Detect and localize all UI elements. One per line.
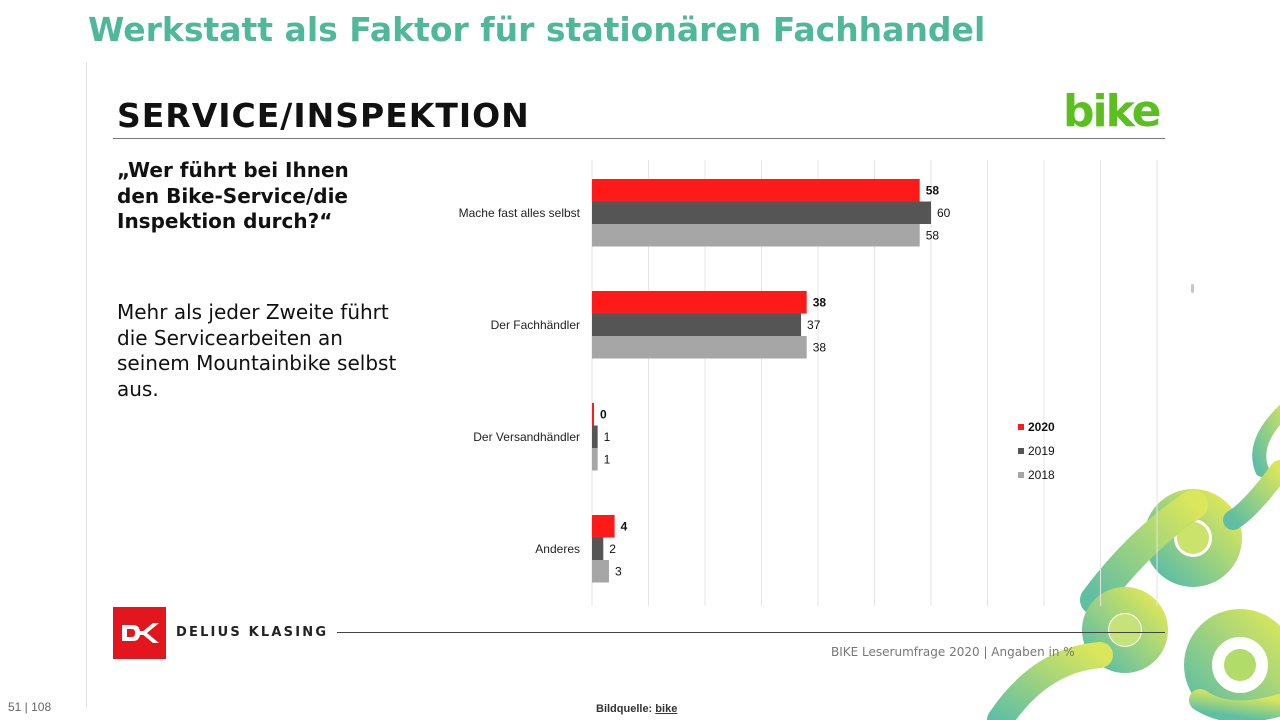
- legend-label: 2019: [1028, 444, 1055, 458]
- legend-swatch: [1018, 448, 1024, 454]
- section-title: SERVICE/INSPEKTION: [117, 96, 530, 135]
- bar-2020: [592, 291, 807, 314]
- source-note: BIKE Leserumfrage 2020 | Angaben in %: [831, 645, 1075, 659]
- data-label: 58: [926, 228, 940, 242]
- data-label: 2: [609, 542, 616, 556]
- bar-2020: [592, 179, 920, 202]
- bar-2020: [592, 403, 594, 426]
- bike-brand-logo: bike: [1063, 86, 1161, 137]
- page-heading: Werkstatt als Faktor für stationären Fac…: [88, 10, 986, 49]
- data-label: 1: [604, 430, 611, 444]
- data-label: 0: [600, 407, 607, 421]
- legend-label: 2018: [1028, 468, 1055, 482]
- data-label: 3: [615, 564, 622, 578]
- data-label: 1: [604, 452, 611, 466]
- survey-question: „Wer führt bei Ihnen den Bike-Service/di…: [117, 158, 349, 233]
- category-label: Der Versandhändler: [473, 430, 580, 444]
- legend-swatch: [1018, 424, 1024, 430]
- image-credit-link[interactable]: bike: [655, 703, 678, 715]
- slide-frame: [86, 62, 1197, 708]
- data-label: 58: [926, 183, 940, 197]
- category-label: Der Fachhändler: [491, 318, 580, 332]
- category-label: Anderes: [535, 542, 580, 556]
- image-credit: Bildquelle: bike: [596, 703, 677, 715]
- delius-klasing-logo-icon: [113, 607, 166, 659]
- footer-divider: [337, 632, 1165, 633]
- data-label: 37: [807, 318, 821, 332]
- summary-note: Mehr als jeder Zweite führt die Servicea…: [117, 300, 397, 401]
- bar-2018: [592, 224, 920, 247]
- scrollbar-indicator[interactable]: [1191, 284, 1194, 293]
- data-label: 38: [813, 295, 827, 309]
- bar-2018: [592, 560, 609, 583]
- data-label: 4: [621, 519, 628, 533]
- image-credit-label: Bildquelle:: [596, 703, 653, 715]
- bar-2019: [592, 425, 598, 448]
- title-divider: [113, 138, 1165, 139]
- bar-2018: [592, 336, 807, 359]
- bar-2019: [592, 201, 931, 224]
- bar-2019: [592, 537, 604, 560]
- data-label: 38: [813, 340, 827, 354]
- bar-2020: [592, 515, 615, 538]
- bar-2018: [592, 448, 598, 471]
- legend-swatch: [1018, 472, 1024, 478]
- publisher-name: DELIUS KLASING: [176, 625, 329, 640]
- data-label: 60: [937, 206, 951, 220]
- legend-label: 2020: [1028, 420, 1055, 434]
- bar-2019: [592, 313, 802, 336]
- category-label: Mache fast alles selbst: [459, 206, 581, 220]
- page-number: 51 | 108: [8, 700, 52, 714]
